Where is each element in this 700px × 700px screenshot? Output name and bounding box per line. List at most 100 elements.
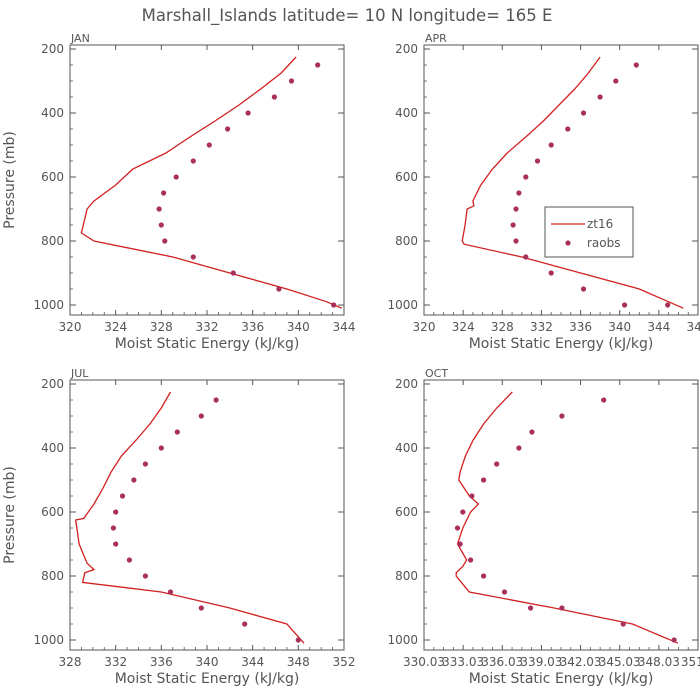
jan-yaxis-label: Pressure (mb) [2,131,18,229]
jul-xtick-label: 332 [104,655,127,669]
jul-series-raobs-point [131,477,137,483]
jul-series-raobs-point [142,461,148,467]
apr-series-raobs-point [580,286,587,292]
oct-series-raobs-point [601,397,607,403]
jul-xtick-label: 348 [287,655,310,669]
jan-ytick-label: 1000 [33,298,64,312]
jul-series-raobs-point [198,413,204,419]
jul-xtick-label: 340 [196,655,219,669]
jul-ytick-label: 200 [41,377,64,391]
oct-ytick-label: 400 [395,441,418,455]
jul-series-raobs-point [113,509,119,515]
apr-series-raobs-point [622,302,628,308]
jan-panel-label: JAN [70,32,90,45]
oct-series-raobs-point [516,445,522,451]
oct-ytick-label: 600 [395,505,418,519]
apr-series-raobs-point [523,174,529,180]
oct-xaxis-label: Moist Static Energy (kJ/kg) [469,671,654,687]
oct-series-raobs-point [460,509,466,515]
legend-obs-label: raobs [587,236,621,250]
apr-plot-frame [423,44,699,316]
jul-series-raobs-point [113,541,119,547]
jul-ytick-label: 400 [41,441,64,455]
jan-series-raobs-point [158,222,164,228]
jul-series-raobs-point [110,525,116,531]
jan-xtick-label: 344 [333,320,356,334]
apr-series-raobs-point [510,222,516,228]
jan-xtick-label: 320 [59,320,82,334]
apr-xtick-label: 344 [647,320,670,334]
apr-xtick-label: 328 [491,320,514,334]
oct-series-raobs-point [671,637,677,643]
jul-series-raobs-point [167,589,174,595]
jul-series-raobs-point [158,445,164,451]
oct-series-raobs-point [481,573,487,579]
jan-series-raobs-point [173,174,179,180]
oct-xtick-label: 351.0 [681,655,700,669]
oct-xtick-label: 339.03 [520,655,562,669]
legend-box [544,206,634,258]
jul-ytick-label: 1000 [33,633,64,647]
jul-ytick-label: 800 [41,569,64,583]
apr-series-raobs-point [548,270,554,276]
apr-series-raobs-point [633,62,639,68]
oct-series-raobs-point [494,461,500,467]
jan-xtick-label: 328 [150,320,173,334]
oct-series-raobs-point [559,605,565,611]
jan-xaxis-label: Moist Static Energy (kJ/kg) [115,336,300,352]
jul-yaxis-label: Pressure (mb) [2,466,18,564]
jul-series-raobs-point [242,621,248,627]
oct-xtick-label: 330.03 [403,655,445,669]
apr-panel-label: APR [425,32,447,45]
jan-series-raobs-point [156,206,162,212]
jul-series-raobs-point [295,637,301,643]
jan-ytick-label: 600 [41,170,64,184]
jan-series-raobs-point [190,158,196,164]
jan-series-raobs-point [190,254,196,260]
figure-title: Marshall_Islands latitude= 10 N longitud… [142,6,553,26]
jan-panel: JAN 320 324 328 332 336 340 344 200 400 600 800 1000… [2,32,355,352]
jul-series-raobs-point [213,397,219,403]
jul-series-raobs-point [174,429,180,435]
oct-xtick-label: 333.03 [442,655,484,669]
oct-panel: OCT330.03333.03336.03339.03342.03345.033… [387,367,700,687]
oct-ytick-label: 1000 [387,633,418,647]
apr-xtick-label: 320 [413,320,436,334]
apr-series-raobs-point [513,238,519,244]
jan-series-raobs-point [315,62,321,68]
oct-panel-label: OCT [425,367,448,380]
jan-series-raobs-point [331,302,337,308]
oct-series-raobs-point [469,493,475,499]
jul-xtick-label: 328 [59,655,82,669]
oct-series-raobs-point [468,557,474,563]
apr-xtick-label: 336 [569,320,592,334]
jan-ytick-label: 400 [41,106,64,120]
jan-series-raobs-point [206,142,212,148]
apr-series-raobs-point [665,302,671,308]
apr-ytick-label: 800 [395,234,418,248]
jan-series-raobs-point [225,126,231,132]
oct-ytick-label: 200 [395,377,418,391]
apr-panel: APR 320 324 328 332 336 340 344 348 200 400 600 800 1… [387,32,700,352]
apr-series-raobs-point [613,78,619,84]
oct-series-raobs-point [481,477,487,483]
oct-series-zt16-line [455,391,679,644]
oct-series-raobs-point [529,429,535,435]
oct-series-raobs-point [559,413,565,419]
oct-series-raobs-point [620,621,626,627]
jan-series-raobs-point [271,94,277,100]
jan-series-raobs-point [245,110,251,116]
jan-plot-frame [69,44,345,316]
jul-panel-label: JUL [70,367,89,380]
jan-xtick-label: 336 [241,320,264,334]
apr-ytick-label: 600 [395,170,418,184]
oct-series-raobs-point [454,525,461,531]
apr-series-raobs-point [513,206,519,212]
jul-series-raobs-point [126,557,132,563]
jan-series-raobs-point [288,78,295,84]
apr-ytick-label: 1000 [387,298,418,312]
oct-ytick-label: 800 [395,569,418,583]
apr-xtick-label: 332 [530,320,553,334]
jan-series-raobs-point [162,238,168,244]
